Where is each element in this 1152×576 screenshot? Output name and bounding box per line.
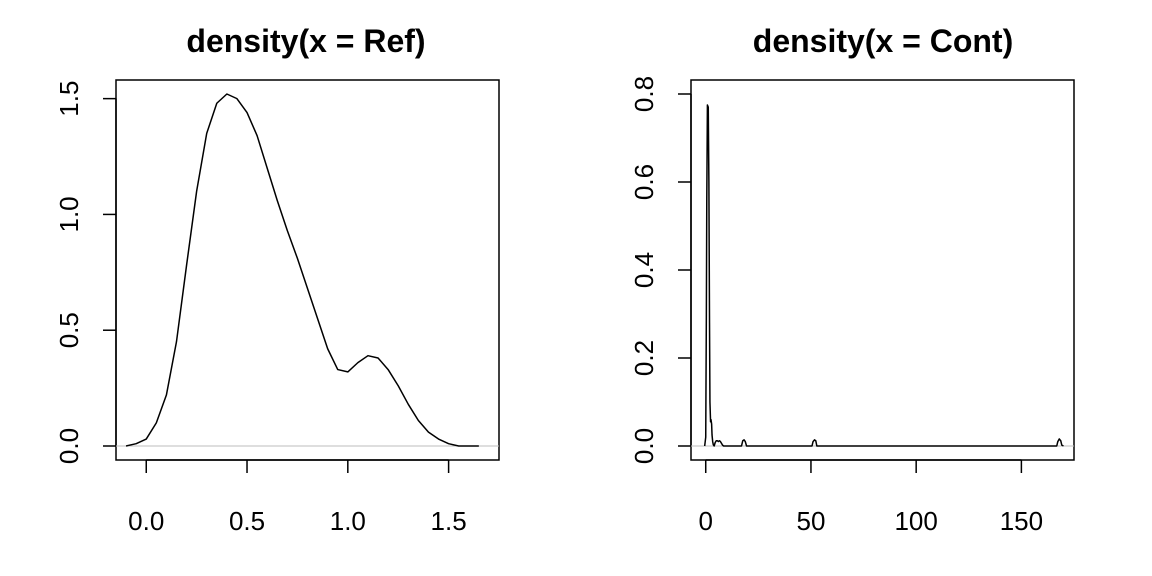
chart-title-cont: density(x = Cont) bbox=[753, 23, 1013, 59]
y-tick-label: 1.5 bbox=[54, 81, 84, 117]
y-tick-label: 0.8 bbox=[629, 76, 659, 112]
y-tick-label: 0.0 bbox=[629, 428, 659, 464]
series-group-ref bbox=[116, 93, 499, 447]
y-tick-label: 0.4 bbox=[629, 252, 659, 288]
density-cont-panel: density(x = Cont) 0 50 100 1500.00.20.40.60… bbox=[629, 23, 1075, 536]
y-tick-label: 0.6 bbox=[629, 164, 659, 200]
series-group-cont bbox=[691, 104, 1074, 447]
x-tick-label: 150 bbox=[1000, 506, 1043, 536]
x-tick-label: 0 bbox=[698, 506, 712, 536]
x-tick-label: 0.0 bbox=[128, 506, 164, 536]
x-tick-label: 50 bbox=[796, 506, 825, 536]
x-tick-label: 100 bbox=[894, 506, 937, 536]
y-tick-label: 0.2 bbox=[629, 340, 659, 376]
y-tick-label: 0.5 bbox=[54, 312, 84, 348]
x-tick-label: 1.5 bbox=[431, 506, 467, 536]
density-curve-cont bbox=[703, 104, 1064, 447]
x-tick-label: 1.0 bbox=[330, 506, 366, 536]
y-tick-label: 0.0 bbox=[54, 428, 84, 464]
y-tick-label: 1.0 bbox=[54, 196, 84, 232]
x-tick-label: 0.5 bbox=[229, 506, 265, 536]
axis-group-cont: 0 50 100 150 0.0 0.2 0.4 0.6 0.8 bbox=[629, 76, 1043, 536]
density-curve-ref bbox=[125, 93, 479, 447]
plot-frame-cont bbox=[690, 79, 1075, 461]
plot-frame-ref bbox=[115, 79, 500, 461]
axis-group-ref: 0.0 0.5 1.0 1.5 0.0 0.5 1.0 1.5 bbox=[54, 81, 467, 536]
chart-title-ref: density(x = Ref) bbox=[186, 23, 425, 59]
density-ref-panel: density(x = Ref) 0.0 0.5 1.0 1.5 0.0 0.5 1.0 1.… bbox=[54, 23, 500, 536]
